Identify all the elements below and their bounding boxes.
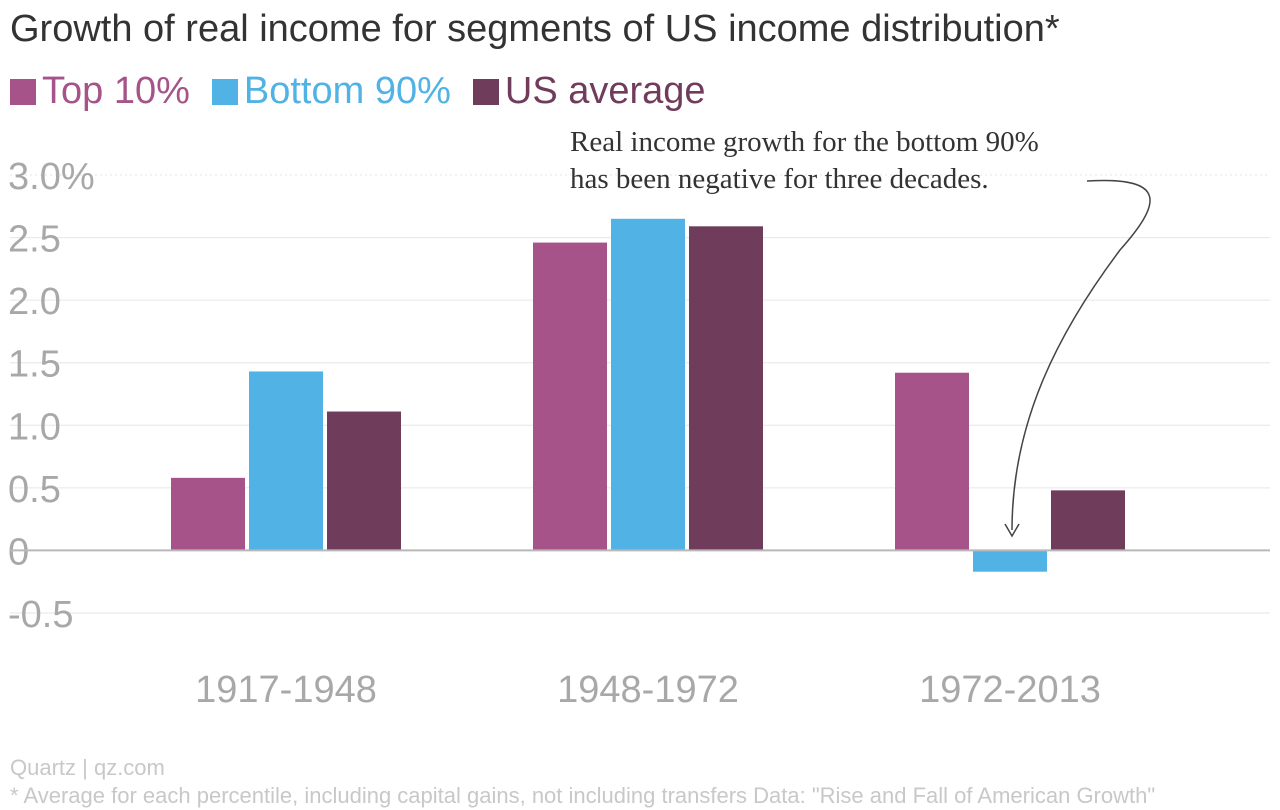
annotation-arrow-line bbox=[1011, 179, 1151, 531]
bar bbox=[689, 226, 763, 551]
annotation-arrow-head bbox=[1004, 523, 1020, 538]
legend-swatch-bottom-90 bbox=[211, 78, 238, 105]
legend-label-top-10: Top 10% bbox=[42, 70, 190, 112]
legend-label-bottom-90: Bottom 90% bbox=[243, 70, 451, 112]
chart-title: Growth of real income for segments of US… bbox=[10, 8, 1060, 50]
legend: Top 10% Bottom 90% US average bbox=[10, 70, 706, 113]
legend-swatch-us-average bbox=[472, 78, 499, 105]
annotation-text: has been negative for three decades. bbox=[570, 163, 989, 195]
footer-note: * Average for each percentile, including… bbox=[10, 783, 1156, 808]
y-tick-label: 2.0 bbox=[8, 281, 61, 323]
bar bbox=[533, 242, 607, 551]
legend-label-us-average: US average bbox=[504, 70, 706, 112]
y-tick-label: -0.5 bbox=[8, 594, 73, 636]
annotation-text: Real income growth for the bottom 90% bbox=[570, 126, 1039, 158]
y-tick-label: 0 bbox=[8, 531, 29, 573]
bar bbox=[611, 218, 685, 551]
x-tick-label: 1917-1948 bbox=[195, 669, 377, 711]
bar bbox=[327, 411, 401, 551]
legend-item-us-average: US average bbox=[472, 70, 706, 113]
bar bbox=[895, 372, 969, 551]
y-tick-label: 1.5 bbox=[8, 344, 61, 386]
x-tick-label: 1948-1972 bbox=[557, 669, 739, 711]
y-tick-label: 1.0 bbox=[8, 406, 61, 448]
bar-chart: 3.0% 2.5 2.0 1.5 1.0 0.5 0 -0.5 1917-1948 1948-19… bbox=[8, 126, 1270, 711]
legend-item-top-10: Top 10% bbox=[10, 70, 190, 113]
y-tick-label: 0.5 bbox=[8, 469, 61, 511]
x-tick-label: 1972-2013 bbox=[919, 669, 1101, 711]
legend-item-bottom-90: Bottom 90% bbox=[211, 70, 451, 113]
y-tick-label: 2.5 bbox=[8, 219, 61, 261]
bar bbox=[171, 477, 245, 551]
bar bbox=[1051, 490, 1125, 551]
bar bbox=[249, 371, 323, 551]
bar bbox=[973, 550, 1047, 572]
legend-swatch-top-10 bbox=[10, 78, 36, 105]
y-tick-label: 3.0% bbox=[8, 156, 95, 198]
footer-source: Quartz | qz.com bbox=[10, 755, 165, 780]
